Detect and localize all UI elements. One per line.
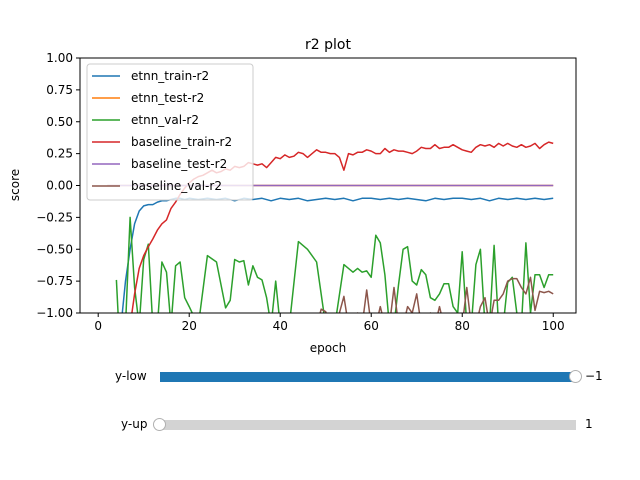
y-up-slider-track[interactable] <box>160 420 576 430</box>
y-up-slider-handle[interactable] <box>153 418 166 431</box>
series-line-baseline_val-r2 <box>319 276 554 313</box>
x-tick-label: 40 <box>273 319 288 333</box>
y-tick-label: −0.75 <box>36 274 73 288</box>
y-low-slider-fill <box>160 372 576 382</box>
y-tick-label: 0.75 <box>46 83 73 97</box>
series-line-etnn_val-r2 <box>115 216 554 313</box>
y-up-slider-value: 1 <box>585 417 593 431</box>
y-axis-label: score <box>8 169 22 201</box>
y-tick-label: −0.25 <box>36 210 73 224</box>
legend: etnn_train-r2 etnn_test-r2 etnn_val-r2base… <box>86 63 254 201</box>
x-axis-label: epoch <box>310 341 347 355</box>
y-axis: −1.00 −0.75 −0.50 −0.25 0.00 0.25 0.50 0.75 1.00 <box>36 51 80 320</box>
legend-entry-label: baseline_train-r2 <box>131 135 232 149</box>
legend-entry-label: etnn_val-r2 <box>131 113 199 127</box>
y-low-slider-handle[interactable] <box>569 370 582 383</box>
y-tick-label: 1.00 <box>46 51 73 65</box>
legend-entry-label: etnn_test-r2 <box>131 91 204 105</box>
series-line-etnn_train-r2 <box>121 197 554 313</box>
y-tick-label: 0.00 <box>46 179 73 193</box>
x-tick-label: 100 <box>542 319 565 333</box>
y-low-slider-label: y-low <box>115 369 147 383</box>
legend-entry-label: etnn_train-r2 <box>131 69 209 83</box>
x-axis: 0 20 40 60 80 100 <box>94 313 565 333</box>
legend-frame <box>86 63 254 201</box>
legend-entry-label: baseline_test-r2 <box>131 157 227 171</box>
x-tick-label: 80 <box>455 319 470 333</box>
y-tick-label: 0.50 <box>46 115 73 129</box>
y-tick-label: 0.25 <box>46 147 73 161</box>
x-tick-label: 20 <box>182 319 197 333</box>
plot-area: 0 20 40 60 80 100 −1.00 −0.75 −0.50 −0.25 0.00 0.2… <box>8 51 577 355</box>
y-low-slider-value: −1 <box>585 369 603 383</box>
y-tick-label: −0.50 <box>36 242 73 256</box>
legend-entry-label: baseline_val-r2 <box>131 179 222 193</box>
y-up-slider-label: y-up <box>121 417 148 431</box>
chart-title: r2 plot <box>305 37 351 53</box>
y-tick-label: −1.00 <box>36 306 73 320</box>
x-tick-label: 0 <box>94 319 102 333</box>
x-tick-label: 60 <box>364 319 379 333</box>
